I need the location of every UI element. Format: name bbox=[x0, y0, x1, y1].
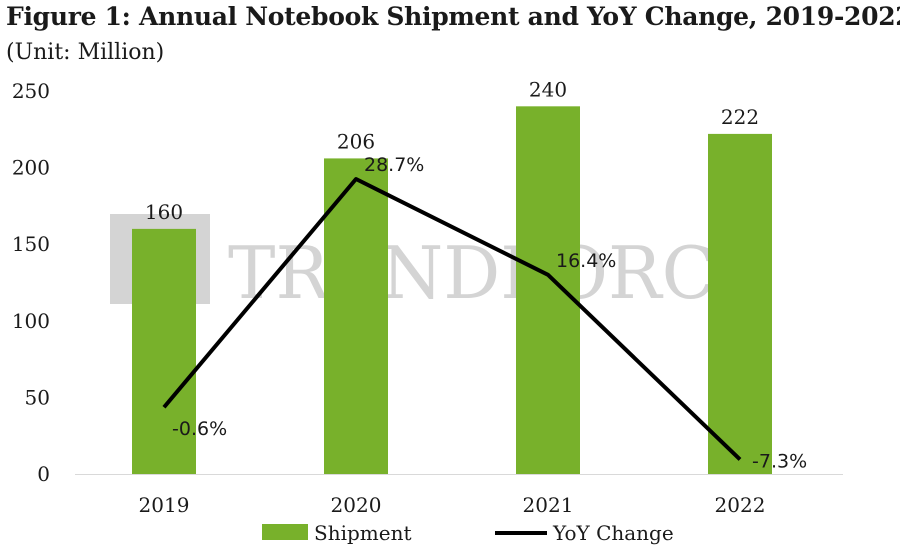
y-tick-label: 100 bbox=[12, 309, 50, 333]
watermark: TRENDFORCE bbox=[110, 214, 768, 315]
chart-unit-subtitle: (Unit: Million) bbox=[6, 40, 165, 65]
yoy-data-label: -0.6% bbox=[172, 418, 227, 440]
y-tick-label: 200 bbox=[12, 156, 50, 180]
bar-data-label: 160 bbox=[145, 200, 183, 224]
legend-label-yoy: YoY Change bbox=[552, 521, 674, 545]
x-tick-label: 2021 bbox=[523, 493, 574, 517]
bar bbox=[132, 228, 196, 474]
y-tick-label: 50 bbox=[25, 385, 50, 409]
bar-data-label: 206 bbox=[337, 129, 375, 153]
bar bbox=[708, 133, 772, 474]
line-series: -0.6% 28.7% 16.4% -7.3% bbox=[162, 154, 807, 472]
x-axis: 2019 2020 2021 2022 bbox=[75, 474, 843, 517]
yoy-data-label: 28.7% bbox=[364, 154, 424, 176]
yoy-line bbox=[162, 177, 742, 461]
y-tick-label: 0 bbox=[37, 462, 50, 486]
bar-data-label: 222 bbox=[721, 105, 759, 129]
y-tick-label: 150 bbox=[12, 232, 50, 256]
y-axis: 0 50 100 150 200 250 bbox=[12, 79, 50, 486]
legend-swatch-shipment bbox=[262, 524, 308, 540]
legend-label-shipment: Shipment bbox=[314, 521, 412, 545]
bar-data-label: 240 bbox=[529, 77, 567, 101]
yoy-data-label: -7.3% bbox=[752, 450, 807, 472]
y-tick-label: 250 bbox=[12, 79, 50, 103]
x-tick-label: 2022 bbox=[715, 493, 766, 517]
chart-title: Figure 1: Annual Notebook Shipment and Y… bbox=[6, 2, 900, 31]
watermark-text: TRENDFORCE bbox=[228, 231, 768, 315]
yoy-data-label: 16.4% bbox=[556, 250, 616, 272]
legend: Shipment YoY Change bbox=[262, 521, 674, 545]
x-tick-label: 2020 bbox=[331, 493, 382, 517]
bar-series: 160 206 240 222 bbox=[132, 77, 772, 474]
bar bbox=[516, 106, 580, 474]
x-tick-label: 2019 bbox=[139, 493, 190, 517]
bar bbox=[324, 158, 388, 474]
